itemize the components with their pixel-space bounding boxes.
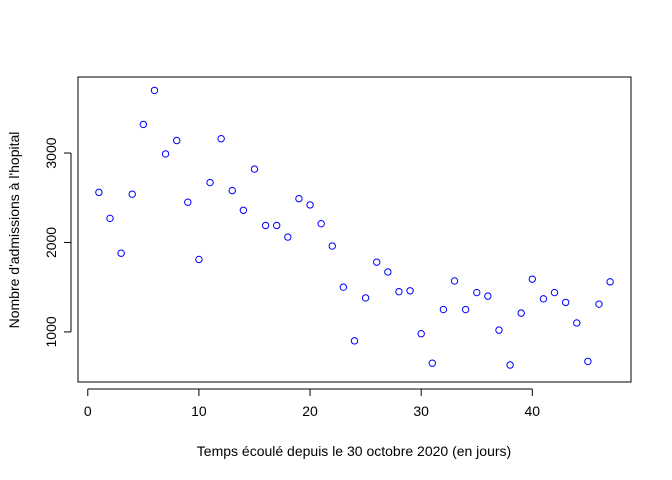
x-tick-label: 0	[84, 403, 92, 419]
data-point	[128, 190, 136, 198]
y-tick-label: 3000	[43, 137, 59, 168]
data-point	[239, 206, 248, 214]
plot-frame	[77, 76, 632, 383]
data-point	[606, 278, 614, 286]
data-point	[228, 186, 236, 195]
data-point	[395, 287, 403, 296]
data-point	[461, 305, 470, 314]
data-point	[384, 268, 392, 276]
data-point	[484, 292, 492, 300]
data-point	[361, 294, 370, 302]
data-points	[95, 86, 614, 369]
data-point	[261, 221, 270, 230]
data-point	[328, 242, 336, 250]
data-point	[306, 201, 314, 209]
y-axis: 1000 2000 3000	[43, 137, 72, 347]
data-point	[517, 309, 525, 317]
data-point	[406, 287, 414, 295]
data-point	[550, 288, 559, 297]
data-point	[161, 150, 170, 158]
data-point	[417, 330, 425, 338]
x-tick-label: 40	[525, 403, 541, 419]
data-point	[595, 300, 603, 308]
data-point	[117, 249, 125, 257]
data-point	[528, 275, 537, 283]
data-point	[273, 221, 281, 230]
x-tick-label: 30	[413, 403, 429, 419]
x-axis-label: Temps écoulé depuis le 30 octobre 2020 (…	[197, 443, 511, 459]
data-point	[250, 165, 259, 173]
y-tick-label: 2000	[43, 227, 59, 258]
data-point	[139, 120, 148, 129]
x-tick-label: 20	[302, 403, 318, 419]
data-point	[172, 136, 181, 145]
x-tick-label: 10	[191, 403, 207, 419]
x-axis: 0 10 20 30 40	[84, 388, 541, 419]
data-point	[284, 233, 292, 241]
data-point	[450, 277, 459, 285]
data-point	[439, 305, 448, 314]
data-point	[373, 258, 381, 266]
data-point	[428, 359, 436, 367]
data-point	[506, 361, 514, 369]
data-point	[584, 357, 592, 366]
data-point	[317, 219, 325, 228]
data-point	[561, 298, 570, 307]
y-axis-label: Nombre d'admissions à l'hopital	[6, 132, 22, 329]
data-point	[495, 326, 503, 334]
data-point	[473, 288, 481, 297]
data-point	[217, 135, 225, 143]
data-point	[339, 283, 348, 291]
data-point	[195, 255, 203, 264]
data-point	[150, 86, 159, 95]
data-point	[95, 188, 103, 197]
data-point	[106, 214, 114, 223]
data-point	[295, 194, 303, 203]
data-point	[184, 198, 192, 206]
data-point	[573, 319, 581, 327]
data-point	[539, 295, 548, 303]
data-point	[206, 178, 214, 187]
data-point	[350, 337, 359, 345]
y-tick-label: 1000	[43, 316, 59, 347]
